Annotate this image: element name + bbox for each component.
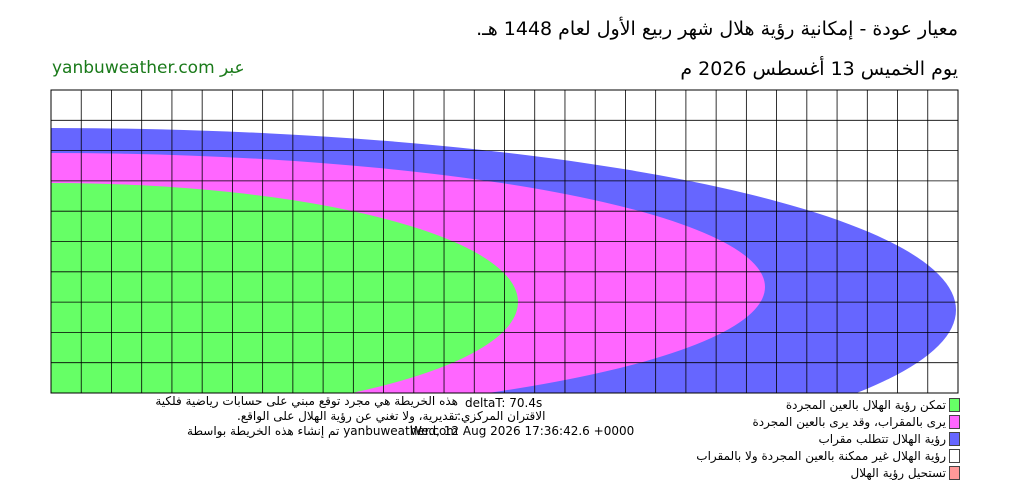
zone-naked-eye <box>51 183 518 393</box>
disclaimer: تقديرية، ولا تغني عن رؤية الهلال على الو… <box>236 409 458 423</box>
date: يوم الخميس 13 أغسطس 2026 م <box>680 58 958 80</box>
disclaimer: yanbuweather.com تم إنشاء هذه الخريطة بو… <box>187 424 458 438</box>
legend-label: رؤية الهلال غير ممكنة بالعين المجردة ولا… <box>696 448 946 463</box>
legend-swatch <box>949 431 960 446</box>
legend-entry: رؤية الهلال غير ممكنة بالعين المجردة ولا… <box>696 447 960 464</box>
grid <box>51 90 958 393</box>
legend-entry: رؤية الهلال تتطلب مقراب <box>696 430 960 447</box>
legend-swatch <box>949 414 960 429</box>
legend-entry: تمكن رؤية الهلال بالعين المجردة <box>696 396 960 413</box>
title: معيار عودة - إمكانية رؤية هلال شهر ربيع … <box>476 18 958 40</box>
delta-t: deltaT: 70.4s <box>465 396 543 410</box>
legend-swatch <box>949 397 960 412</box>
legend-swatch <box>949 465 960 480</box>
legend-label: يرى بالمقراب، وقد يرى بالعين المجردة <box>752 414 946 429</box>
legend-label: تمكن رؤية الهلال بالعين المجردة <box>785 397 946 412</box>
conjunction-label: الاقتران المركزي: <box>457 409 546 423</box>
disclaimer: هذه الخريطة هي مجرد توقع مبني على حسابات… <box>155 394 458 408</box>
legend-entry: يرى بالمقراب، وقد يرى بالعين المجردة <box>696 413 960 430</box>
legend-entry: تستحيل رؤية الهلال <box>696 464 960 481</box>
legend: تمكن رؤية الهلال بالعين المجردة يرى بالمق… <box>696 396 960 481</box>
legend-swatch <box>949 448 960 463</box>
source: yanbuweather.com عبر <box>52 58 245 78</box>
legend-label: تستحيل رؤية الهلال <box>850 465 946 480</box>
conjunction-time: Wed, 12 Aug 2026 17:36:42.6 +0000 <box>410 424 635 438</box>
map-border <box>50 89 959 394</box>
legend-label: رؤية الهلال تتطلب مقراب <box>818 431 946 446</box>
